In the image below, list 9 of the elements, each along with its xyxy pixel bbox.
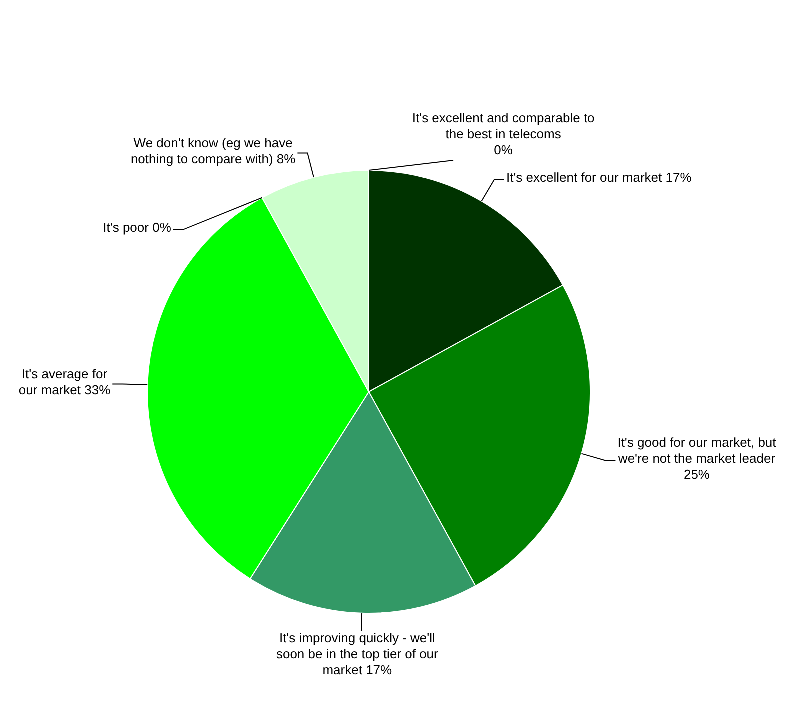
slice-label: It's excellent for our market 17% bbox=[506, 170, 692, 185]
text: 0% bbox=[494, 142, 513, 158]
slice-label: It's improving quickly - we'll soon be in the top tier of our market 17% bbox=[276, 630, 440, 678]
slice-label: We don't know (eg we have nothing to compare with) 8% bbox=[130, 135, 296, 166]
slice-label: It's good for our market, but we're not the market leader bbox=[617, 434, 777, 466]
data-label: 25% bbox=[684, 466, 710, 482]
category-label: It's excellent and comparable to the best in telecoms bbox=[412, 110, 595, 142]
slice-label: It's average for our market 33% bbox=[18, 366, 112, 398]
category-label: It's poor 0% bbox=[103, 220, 172, 235]
